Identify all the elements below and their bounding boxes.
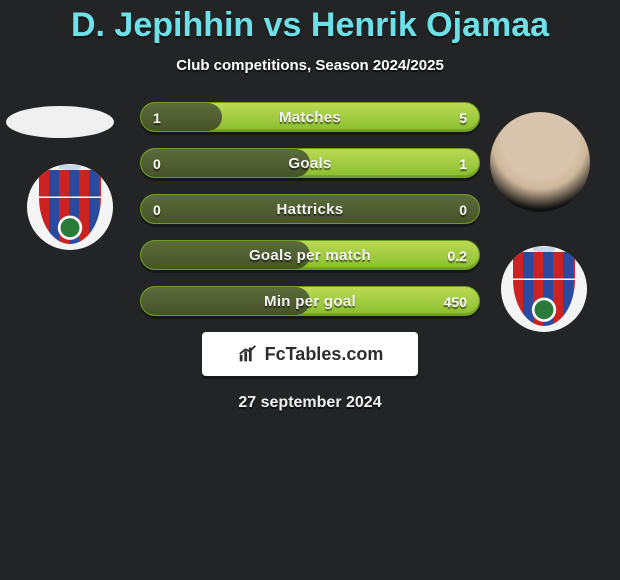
stat-rows: 1 Matches 5 0 Goals 1 0 Hattricks 0 Goal… [140, 102, 480, 316]
stat-label: Hattricks [141, 195, 479, 225]
brand-name: FcTables.com [265, 344, 384, 365]
stat-row: Goals per match 0.2 [140, 240, 480, 270]
stat-row: 0 Goals 1 [140, 148, 480, 178]
stat-right-value: 5 [459, 103, 467, 133]
page-title: D. Jepihhin vs Henrik Ojamaa [0, 0, 620, 45]
page-subtitle: Club competitions, Season 2024/2025 [0, 57, 620, 74]
chart-icon [237, 343, 259, 365]
stat-row: 0 Hattricks 0 [140, 194, 480, 224]
right-player-avatar [490, 112, 590, 212]
stat-label: Matches [141, 103, 479, 133]
stat-label: Goals [141, 149, 479, 179]
compare-area: 1 Matches 5 0 Goals 1 0 Hattricks 0 Goal… [0, 102, 620, 412]
brand-box: FcTables.com [202, 332, 418, 376]
stat-label: Min per goal [141, 287, 479, 317]
stat-right-value: 0 [459, 195, 467, 225]
left-player-avatar [6, 106, 114, 138]
left-club-badge [27, 164, 113, 250]
date-text: 27 september 2024 [0, 394, 620, 412]
right-club-badge [501, 246, 587, 332]
stat-right-value: 450 [444, 287, 467, 317]
badge-stripes [513, 252, 575, 326]
badge-stripes [39, 170, 101, 244]
stat-label: Goals per match [141, 241, 479, 271]
stat-row: Min per goal 450 [140, 286, 480, 316]
stat-right-value: 1 [459, 149, 467, 179]
stat-row: 1 Matches 5 [140, 102, 480, 132]
stat-right-value: 0.2 [448, 241, 467, 271]
